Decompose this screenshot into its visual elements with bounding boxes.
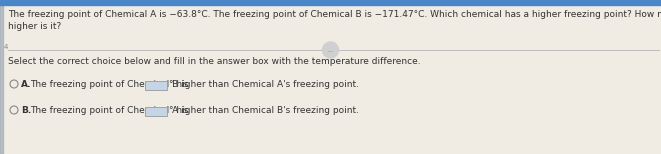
Text: ...: ... bbox=[327, 47, 334, 53]
Text: The freezing point of Chemical B is: The freezing point of Chemical B is bbox=[30, 80, 188, 89]
Text: B.: B. bbox=[21, 106, 31, 115]
Text: The freezing point of Chemical A is −63.8°C. The freezing point of Chemical B is: The freezing point of Chemical A is −63.… bbox=[8, 10, 661, 19]
Bar bbox=[0, 0, 661, 5]
Bar bbox=[145, 107, 167, 116]
Text: A.: A. bbox=[21, 80, 32, 89]
Text: 4: 4 bbox=[4, 44, 9, 50]
Text: ° higher than Chemical A's freezing point.: ° higher than Chemical A's freezing poin… bbox=[169, 80, 359, 89]
Text: ° higher than Chemical B's freezing point.: ° higher than Chemical B's freezing poin… bbox=[169, 106, 359, 115]
Bar bbox=[145, 81, 167, 90]
Text: higher is it?: higher is it? bbox=[8, 22, 61, 31]
Text: Select the correct choice below and fill in the answer box with the temperature : Select the correct choice below and fill… bbox=[8, 57, 420, 66]
Bar bbox=[0, 5, 3, 154]
Circle shape bbox=[323, 42, 338, 58]
Text: The freezing point of Chemical A is: The freezing point of Chemical A is bbox=[30, 106, 188, 115]
